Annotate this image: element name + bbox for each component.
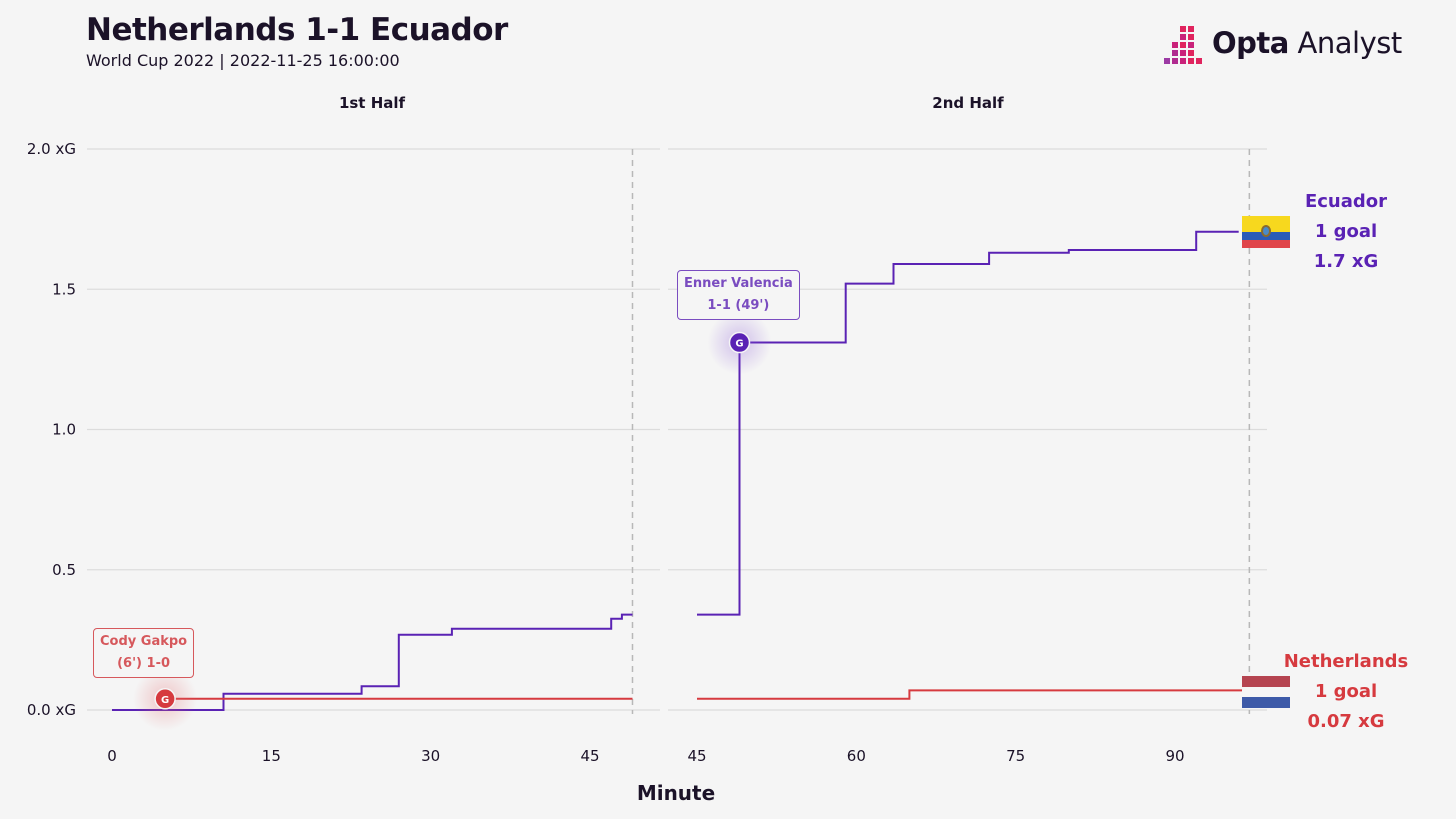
y-tick-label: 2.0 xG [27,140,76,158]
x-tick-label: 75 [1006,747,1025,765]
goal-annotation-netherlands: Cody Gakpo (6') 1-0 [93,628,195,678]
goal-marker-label: G [735,339,743,350]
x-tick-label: 45 [687,747,706,765]
goal-marker [154,688,176,710]
y-tick-label: 1.5 [52,280,76,298]
x-tick-label: 60 [847,747,866,765]
y-tick-label: 1.0 [52,421,76,439]
team-name: Netherlands [1283,651,1409,672]
netherlands-summary: Netherlands 1 goal 0.07 xG [1276,647,1416,737]
chart-subtitle: World Cup 2022 | 2022-11-25 16:00:00 [86,51,400,70]
team-goals: 1 goal [1314,221,1378,242]
team-xg: 1.7 xG [1313,251,1379,272]
x-axis-label: Minute [637,781,715,805]
x-tick-label: 45 [580,747,599,765]
y-tick-label: 0.0 xG [27,701,76,719]
annotation-detail: 1-1 (49') [707,298,770,313]
x-tick-label: 30 [421,747,440,765]
team-goals: 1 goal [1314,681,1378,702]
opta-analyst-logo: Opta Analyst [1164,24,1402,70]
panel-title: 2nd Half [932,94,1004,112]
y-tick-label: 0.5 [52,561,76,579]
series-line-netherlands [697,689,1250,700]
x-tick-label: 15 [262,747,281,765]
panel-title: 1st Half [339,94,406,112]
series-line-ecuador [112,613,633,711]
opta-logo-icon [1164,26,1202,64]
ecuador-summary: Ecuador 1 goal 1.7 xG [1276,187,1416,277]
goal-annotation-ecuador: Enner Valencia 1-1 (49') [677,270,800,320]
goal-marker [728,331,751,354]
x-tick-label: 0 [107,747,117,765]
ecuador-flag-icon [1242,216,1290,248]
annotation-player: Enner Valencia [684,276,793,291]
annotation-player: Cody Gakpo [100,634,188,649]
annotation-detail: (6') 1-0 [117,656,171,671]
chart-title: Netherlands 1-1 Ecuador [86,12,508,48]
x-tick-label: 90 [1165,747,1184,765]
goal-marker-label: G [161,695,169,706]
team-xg: 0.07 xG [1307,711,1385,732]
netherlands-flag-icon [1242,676,1290,708]
team-name: Ecuador [1304,191,1388,212]
opta-analyst-wordmark: Opta Analyst [1212,26,1402,60]
